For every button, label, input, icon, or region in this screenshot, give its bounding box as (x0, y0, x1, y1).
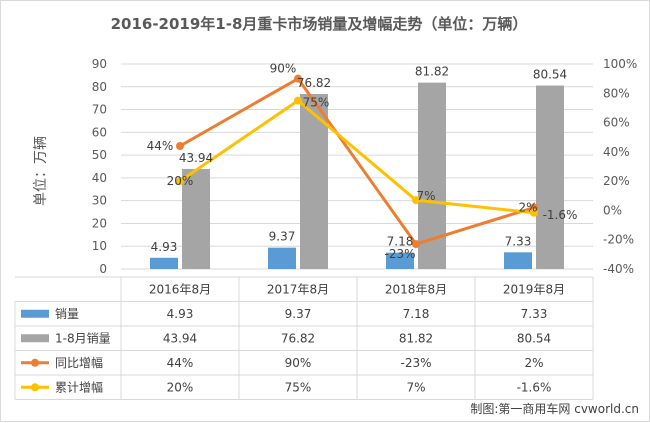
line-data-label: 90% (270, 62, 297, 76)
legend-label: 累计增幅 (55, 379, 103, 394)
lines (176, 74, 538, 249)
table-cell: -1.6% (517, 380, 552, 394)
bar-data-label: 7.18 (387, 235, 414, 249)
line-point (176, 177, 184, 186)
y2-tick-label: -40% (603, 262, 634, 276)
y-tick-label: 50 (92, 148, 107, 162)
table-cell: 81.82 (399, 331, 433, 345)
legend-marker (31, 358, 39, 367)
axis-ticks: 0 10 20 30 40 50 60 70 80 90 -40% -20% 0% 20% 40% 60% 80… (92, 57, 638, 276)
line-point (294, 74, 302, 83)
y-axis-title: 单位：万辆 (33, 136, 49, 206)
legend-label: 同比增幅 (55, 355, 103, 370)
bar-data-label: 9.37 (269, 230, 296, 244)
legend-swatch (21, 309, 49, 318)
y2-tick-label: -20% (603, 233, 634, 247)
table-cell: 90% (285, 356, 312, 370)
bar-data-label: 80.54 (533, 68, 567, 82)
y-tick-label: 10 (92, 239, 107, 253)
table-cell: 44% (167, 356, 194, 370)
legend-swatch (21, 334, 49, 343)
x-category-label: 2019年8月 (503, 282, 565, 296)
y2-tick-label: 60% (603, 116, 630, 130)
bar-monthly (504, 252, 532, 269)
bar-monthly (150, 257, 178, 269)
y2-tick-label: 80% (603, 86, 630, 100)
bar-monthly (386, 252, 414, 269)
line-data-label: -1.6% (543, 208, 578, 222)
legend-label: 销量 (55, 307, 79, 321)
bar-data-label: 43.94 (179, 151, 213, 165)
line-yoy-growth (179, 77, 535, 246)
line-data-label: -23% (384, 247, 415, 261)
line-point (530, 208, 538, 217)
bar-cumulative (182, 168, 210, 269)
line-point (294, 96, 302, 105)
table-cell: 7.33 (521, 307, 548, 321)
y-tick-label: 70 (92, 103, 107, 117)
table-cell: 9.37 (285, 307, 312, 321)
bar-monthly (268, 247, 296, 269)
table-cell: 76.82 (281, 331, 315, 345)
credit-text: 制图:第一商用车网 cvworld.cn (470, 401, 639, 416)
legend-label: 1-8月销量 (55, 331, 111, 345)
line-cumulative-growth (179, 99, 535, 215)
y-tick-label: 30 (92, 194, 107, 208)
bar-data-label: 81.82 (415, 65, 449, 79)
y2-tick-label: 40% (603, 145, 630, 159)
table-cell: 20% (167, 380, 194, 394)
y2-tick-label: 0% (603, 203, 622, 217)
line-point (412, 196, 420, 205)
table-cell: 4.93 (167, 307, 194, 321)
y-tick-label: 0 (99, 262, 107, 276)
bar-data-label: 4.93 (151, 240, 178, 254)
y-tick-label: 40 (92, 171, 107, 185)
legend-marker (31, 383, 39, 392)
line-data-label: 7% (416, 189, 435, 203)
bars (150, 82, 564, 269)
line-data-label: 20% (167, 174, 194, 188)
x-category-label: 2018年8月 (385, 282, 447, 296)
line-point (176, 142, 184, 150)
data-labels: 4.93 9.37 7.18 7.33 43.94 76.82 81.82 80.54 44% 9… (147, 62, 578, 261)
x-category-label: 2017年8月 (267, 282, 329, 296)
table-cell: -23% (400, 356, 431, 370)
line-point (412, 240, 420, 249)
y2-tick-label: 20% (603, 174, 630, 188)
x-category-label: 2016年8月 (149, 282, 211, 296)
line-data-label: 75% (303, 96, 330, 110)
line-data-label: 44% (147, 139, 174, 153)
table-cell: 7% (406, 380, 425, 394)
y-tick-label: 80 (92, 80, 107, 94)
table-cell: 43.94 (163, 331, 197, 345)
bar-cumulative (536, 85, 564, 269)
chart-title: 2016-2019年1-8月重卡市场销量及增幅走势（单位：万辆） (111, 15, 528, 33)
table-cell: 75% (285, 380, 312, 394)
table-cell: 80.54 (517, 331, 551, 345)
line-data-label: 2% (518, 201, 537, 215)
bar-cumulative (300, 94, 328, 269)
y-tick-label: 20 (92, 216, 107, 230)
y-tick-label: 60 (92, 125, 107, 139)
bar-data-label: 76.82 (297, 76, 331, 90)
table-cell: 7.18 (403, 307, 430, 321)
bar-data-label: 7.33 (505, 234, 532, 248)
y2-tick-label: 100% (603, 57, 637, 71)
y-tick-label: 90 (92, 57, 107, 71)
table-cell: 2% (524, 356, 543, 370)
